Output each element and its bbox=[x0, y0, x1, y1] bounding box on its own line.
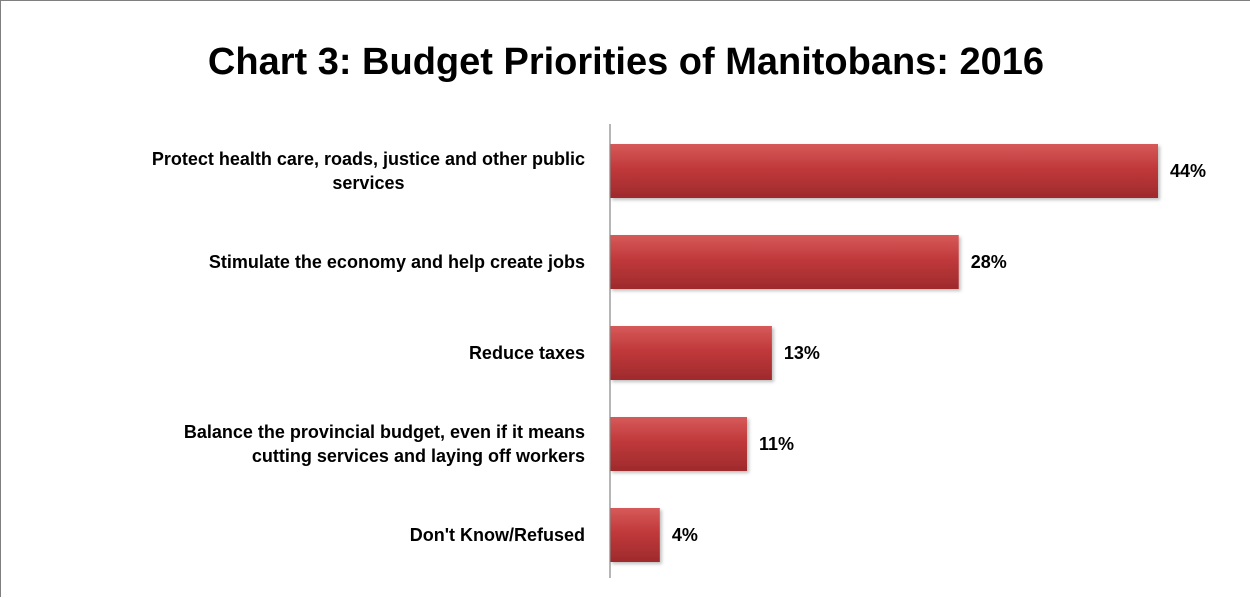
category-label-1: Protect health care, roads, justice and … bbox=[152, 149, 585, 193]
data-label-3: 13% bbox=[784, 343, 820, 363]
bar-4 bbox=[610, 417, 747, 471]
data-label-1: 44% bbox=[1170, 161, 1206, 181]
bar-1 bbox=[610, 144, 1158, 198]
bar-5 bbox=[610, 508, 660, 562]
category-label-3: Reduce taxes bbox=[469, 343, 585, 363]
bar-2 bbox=[610, 235, 959, 289]
bar-3 bbox=[610, 326, 772, 380]
chart-title: Chart 3: Budget Priorities of Manitobans… bbox=[207, 41, 1045, 83]
data-label-4: 11% bbox=[759, 434, 794, 454]
category-label-5: Don't Know/Refused bbox=[410, 525, 585, 545]
category-label-4: Balance the provincial budget, even if i… bbox=[184, 422, 585, 466]
category-label-2: Stimulate the economy and help create jo… bbox=[209, 252, 585, 272]
data-label-5: 4% bbox=[672, 525, 698, 545]
data-label-2: 28% bbox=[971, 252, 1007, 272]
